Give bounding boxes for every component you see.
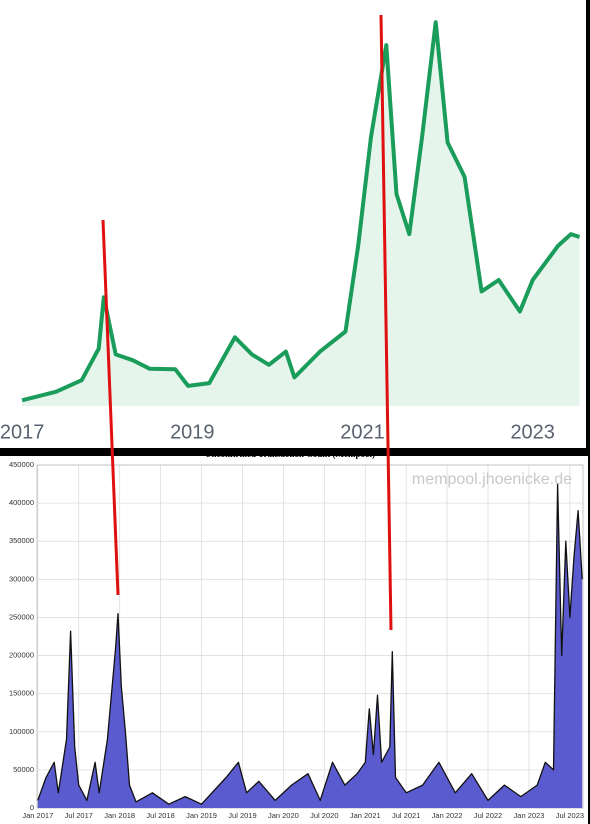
x-tick-label: Jan 2023 (514, 811, 545, 820)
x-tick-label: Jul 2018 (146, 811, 174, 820)
x-tick-label: Jul 2017 (65, 811, 93, 820)
line (37, 483, 583, 805)
y-tick-label: 250000 (9, 612, 34, 621)
line (21, 20, 581, 403)
y-tick-label: 150000 (9, 689, 34, 698)
x-tick-label: Jul 2023 (556, 811, 584, 820)
y-tick-label: 50000 (13, 765, 34, 774)
x-tick-label: 2023 (510, 421, 555, 443)
y-tick-label: 100000 (9, 727, 34, 736)
x-tick-label: Jan 2021 (350, 811, 381, 820)
x-tick-label: Jan 2017 (22, 811, 53, 820)
y-tick-label: 300000 (9, 574, 34, 583)
x-tick-label: Jan 2018 (104, 811, 135, 820)
y-tick-label: 350000 (9, 536, 34, 545)
connector-line (101, 219, 120, 596)
x-tick-label: 2021 (340, 421, 385, 443)
x-tick-label: 2019 (170, 421, 215, 443)
x-tick-label: Jan 2022 (432, 811, 463, 820)
y-tick-label: 0 (30, 803, 34, 812)
mempool-panel (0, 456, 588, 824)
x-tick-label: Jul 2022 (474, 811, 502, 820)
x-tick-label: Jul 2020 (310, 811, 338, 820)
x-tick-label: Jul 2019 (228, 811, 256, 820)
chart-title: Unconfirmed Transaction Count (Mempool) (205, 449, 375, 459)
x-tick-label: Jan 2020 (268, 811, 299, 820)
y-tick-label: 200000 (9, 651, 34, 660)
y-tick-label: 450000 (9, 460, 34, 469)
watermark: mempool.jhoenicke.de (412, 471, 572, 488)
price-chart: 2017 2019 2021 2023 (0, 20, 581, 443)
x-tick-label: 2017 (0, 421, 44, 443)
x-tick-label: Jan 2019 (186, 811, 217, 820)
y-tick-label: 400000 (9, 498, 34, 507)
x-tick-label: Jul 2021 (392, 811, 420, 820)
connector-line (379, 14, 393, 631)
mempool-chart: 0 50000 100000 150000 200000 250000 300000 3500… (9, 449, 584, 820)
area (22, 22, 580, 406)
